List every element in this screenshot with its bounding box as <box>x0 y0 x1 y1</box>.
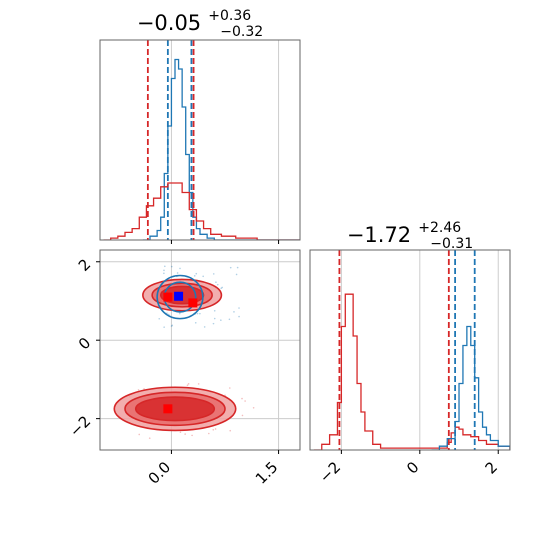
sample-point <box>236 266 239 269</box>
hist-red <box>103 182 300 240</box>
y-tick-label: −2 <box>66 412 94 440</box>
sample-point <box>241 414 244 417</box>
sample-point <box>228 387 231 389</box>
sample-point <box>213 317 216 320</box>
sample-point <box>213 310 216 312</box>
panel-1-title: −0.05 +0.36 −0.32 <box>137 5 263 40</box>
sample-point <box>199 312 201 315</box>
x-tick-label: 1.5 <box>252 458 282 488</box>
sample-point <box>138 433 141 436</box>
hist-red <box>313 293 510 450</box>
sample-point <box>202 275 204 278</box>
sample-point <box>216 283 219 286</box>
sample-point <box>212 428 215 431</box>
x-tick-label: 0 <box>403 458 422 477</box>
sample-point <box>158 317 161 320</box>
sample-point <box>221 286 223 289</box>
panel-3-title: −1.72 +2.46 −0.31 <box>347 217 473 252</box>
sample-point <box>241 397 243 400</box>
y-tick-label: 0 <box>75 334 94 353</box>
sample-point <box>194 321 197 324</box>
sample-point <box>179 431 182 434</box>
sample-point <box>220 287 223 290</box>
sample-point <box>178 312 181 315</box>
sample-point <box>229 429 232 432</box>
hist-blue <box>431 325 510 450</box>
sample-point <box>166 312 168 314</box>
sample-point <box>238 307 240 309</box>
sample-point <box>244 400 246 402</box>
sample-point <box>235 273 238 276</box>
sample-point <box>164 265 166 268</box>
sample-point <box>229 266 232 269</box>
x-tick-label: 2 <box>482 458 501 477</box>
sample-point <box>163 269 165 272</box>
sample-point <box>196 312 199 315</box>
sample-point <box>238 315 240 318</box>
marker-red-0 <box>163 404 173 414</box>
marker-red-3 <box>188 298 198 308</box>
panel-3: −2 0 2 <box>309 249 511 486</box>
sample-point <box>208 432 210 435</box>
contour-blue-2-0 <box>156 274 204 320</box>
panel-1 <box>99 39 301 244</box>
sample-point <box>212 322 215 325</box>
sample-point <box>212 273 215 275</box>
panel-2: 0.0 1.5 2 0 −2 <box>66 249 301 488</box>
sample-point <box>186 384 189 386</box>
sample-point <box>191 434 193 437</box>
sample-point <box>233 311 235 313</box>
sample-point <box>220 319 222 321</box>
y-tick-label: 2 <box>75 255 94 274</box>
sample-point <box>214 428 217 430</box>
hist-blue <box>142 58 300 240</box>
x-tick-label: −2 <box>316 458 344 486</box>
sample-point <box>195 272 198 275</box>
axes-frame <box>99 39 301 241</box>
sample-point <box>170 325 173 327</box>
sample-point <box>179 267 181 270</box>
marker-blue-2 <box>174 291 184 301</box>
sample-point <box>252 406 255 409</box>
sample-point <box>171 324 174 327</box>
sample-point <box>137 389 140 391</box>
sample-point <box>163 272 165 275</box>
marker-red-1 <box>163 292 173 302</box>
x-tick-label: 0.0 <box>145 458 175 488</box>
axes-frame <box>309 249 511 451</box>
axes-frame <box>99 249 301 451</box>
contour-red-0-2 <box>134 396 216 422</box>
sample-point <box>163 326 165 328</box>
sample-point <box>176 272 179 274</box>
sample-point <box>143 388 145 390</box>
sample-point <box>148 437 151 439</box>
sample-point <box>228 318 231 321</box>
sample-point <box>187 383 190 385</box>
sample-point <box>197 383 200 385</box>
sample-point <box>170 265 173 268</box>
sample-point <box>203 326 206 328</box>
sample-point <box>184 433 186 435</box>
sample-point <box>215 281 217 283</box>
sample-point <box>193 275 196 277</box>
